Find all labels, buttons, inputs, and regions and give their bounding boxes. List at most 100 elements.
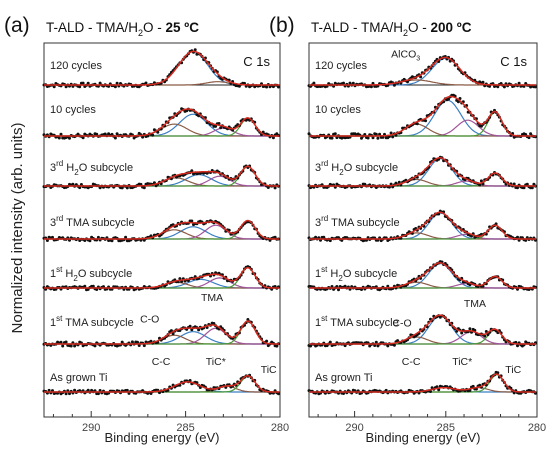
panel-title: T-ALD - TMA/H2O - 200 ºC	[311, 20, 472, 38]
peak-annotation: TiC	[505, 364, 521, 376]
data-point	[59, 132, 63, 136]
data-point	[381, 135, 385, 139]
peak-annotation: C-C	[152, 356, 171, 368]
data-point	[369, 85, 373, 89]
data-point	[275, 344, 279, 348]
data-point	[125, 388, 129, 392]
data-point	[525, 182, 529, 186]
data-point	[83, 284, 87, 288]
data-point	[96, 392, 100, 396]
data-point	[471, 384, 475, 388]
data-point	[522, 186, 526, 190]
data-point	[197, 328, 201, 332]
spectrum-series: As grown Ti	[307, 370, 537, 396]
data-point	[516, 235, 519, 239]
data-point	[534, 85, 537, 89]
data-point	[360, 136, 363, 140]
data-point	[113, 85, 117, 89]
data-point	[136, 340, 139, 344]
data-point	[124, 235, 128, 239]
data-point	[374, 340, 378, 344]
data-point	[190, 219, 194, 223]
data-point	[95, 132, 99, 136]
data-point	[366, 136, 370, 140]
data-point	[81, 136, 85, 140]
data-point	[73, 388, 77, 392]
data-point	[78, 85, 82, 89]
data-point	[530, 186, 534, 190]
data-point	[386, 344, 390, 348]
data-point	[151, 133, 155, 137]
x-axis-label: Binding energy (eV)	[105, 430, 220, 445]
data-point	[273, 186, 277, 190]
data-point	[88, 239, 92, 243]
envelope-fit	[44, 219, 280, 240]
data-point	[512, 182, 516, 186]
data-point	[502, 85, 506, 89]
peak-annotation: TiC	[261, 364, 277, 376]
data-point	[415, 122, 419, 126]
data-point	[91, 284, 95, 288]
spectrum-series: 3rd H2O subcycle	[42, 159, 280, 190]
series-label: 120 cycles	[315, 60, 367, 72]
data-point	[51, 235, 54, 239]
spectrum-series: 1st TMA subcycle	[307, 314, 537, 348]
data-point	[265, 339, 269, 343]
data-point	[68, 136, 71, 140]
envelope-fit	[309, 373, 537, 393]
data-point	[212, 322, 216, 325]
data-point	[246, 318, 250, 321]
data-point	[389, 131, 393, 135]
data-point	[516, 344, 519, 348]
data-point	[81, 81, 85, 85]
envelope-fit	[44, 266, 280, 289]
series-label: As grown Ti	[50, 372, 107, 384]
series-label: 10 cycles	[315, 104, 361, 116]
series-label: 120 cycles	[50, 60, 102, 72]
data-point	[481, 80, 485, 84]
panel-letter: (b)	[269, 14, 295, 37]
panel-title: T-ALD - TMA/H2O - 25 ºC	[46, 20, 199, 38]
peak-annotation: C-O	[392, 317, 411, 329]
data-point	[178, 277, 182, 281]
data-point	[115, 81, 119, 85]
series-label: 3rd H2O subcycle	[315, 159, 398, 177]
data-point	[330, 136, 334, 140]
spectrum-series: 10 cycles	[307, 93, 537, 140]
data-point	[351, 81, 355, 85]
series-label: As grown Ti	[315, 372, 372, 384]
x-tick-label: 290	[345, 422, 363, 434]
data-point	[93, 344, 97, 348]
data-point	[64, 392, 68, 396]
data-point	[137, 344, 141, 347]
data-point	[190, 169, 194, 173]
plot-frame	[43, 42, 281, 418]
data-point	[273, 235, 277, 239]
data-point	[277, 85, 280, 89]
data-point	[130, 340, 134, 344]
data-point	[307, 132, 311, 136]
series-label: 1st TMA subcycle	[50, 314, 134, 329]
data-point	[378, 132, 382, 136]
data-point	[391, 135, 395, 139]
panel-b: (b) T-ALD - TMA/H2O - 200 ºC C 1s 290 285 280…	[269, 14, 546, 445]
data-point	[113, 136, 117, 140]
envelope-fit	[309, 262, 537, 289]
data-point	[142, 344, 146, 348]
data-point	[86, 388, 90, 392]
data-point	[392, 343, 396, 347]
peak-annotation: TMA	[464, 298, 486, 310]
data-point	[529, 132, 533, 136]
data-point	[68, 392, 71, 396]
peak-annotation: TMA	[201, 292, 223, 304]
peak-annotation: TiC*	[452, 356, 472, 368]
spectrum-series: 120 cycles	[42, 48, 280, 89]
spectrum-series: 3rd TMA subcycle	[42, 214, 280, 243]
data-point	[57, 136, 61, 140]
data-point	[447, 97, 450, 101]
envelope-fit	[44, 375, 280, 393]
series-label: 3rd H2O subcycle	[50, 159, 133, 177]
data-point	[512, 391, 516, 395]
envelope-fit	[44, 165, 280, 187]
